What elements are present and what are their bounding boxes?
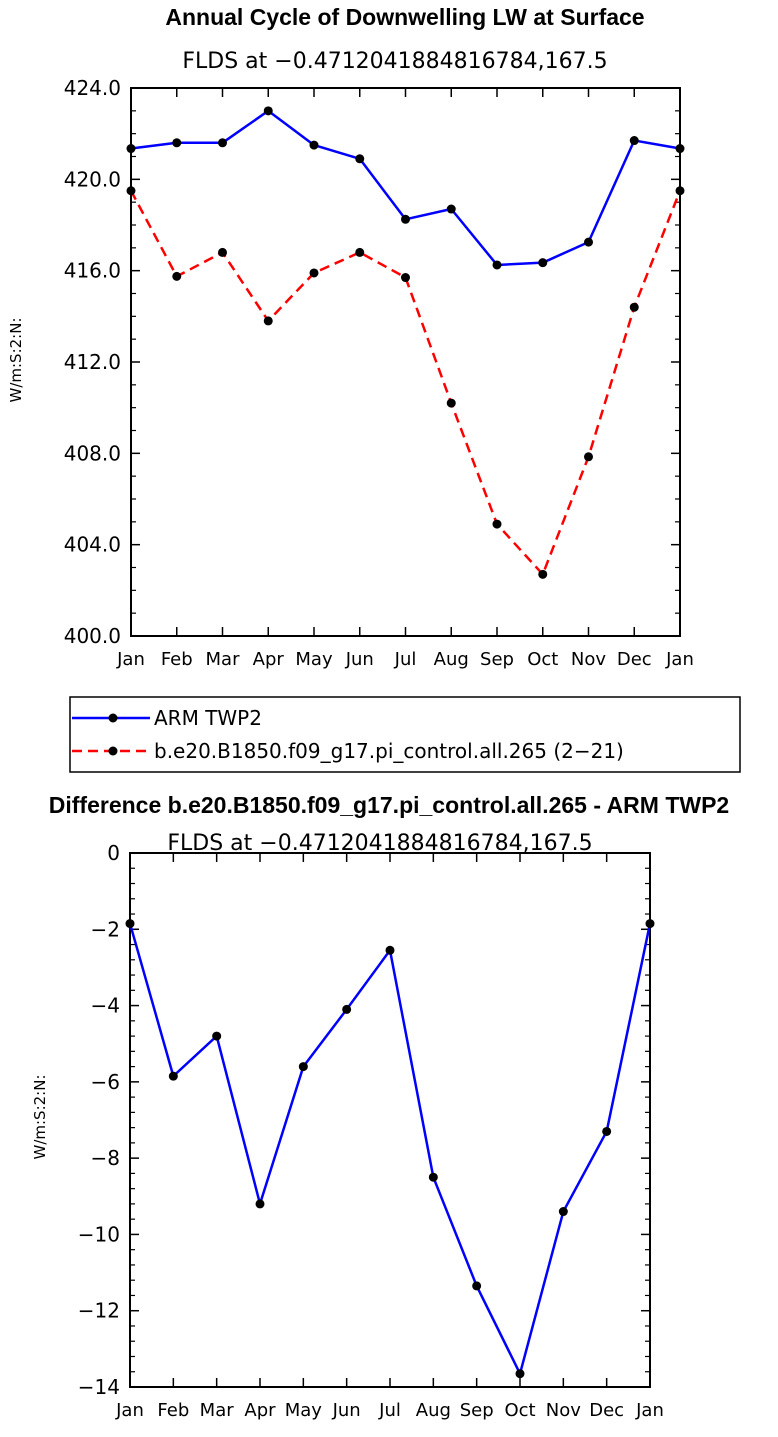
bottom-xtick-label: Jan bbox=[635, 1400, 664, 1421]
top-series-1-point bbox=[538, 569, 548, 579]
top-xtick-label: Jan bbox=[665, 649, 694, 670]
bottom-series-0-point bbox=[602, 1126, 612, 1136]
top-series-0-point bbox=[126, 144, 136, 154]
bottom-series-0-point bbox=[125, 919, 135, 929]
legend-label-model: b.e20.B1850.f09_g17.pi_control.all.265 (… bbox=[154, 739, 624, 763]
bottom-ytick-label: −12 bbox=[78, 1299, 120, 1323]
bottom-ytick-label: −2 bbox=[91, 917, 120, 941]
top-ytick-label: 424.0 bbox=[64, 76, 121, 100]
bottom-xtick-label: Mar bbox=[200, 1400, 235, 1421]
top-ytick-label: 420.0 bbox=[64, 167, 121, 191]
legend-box bbox=[69, 696, 741, 773]
bottom-ytick-label: −10 bbox=[78, 1222, 120, 1246]
top-xtick-label: Mar bbox=[206, 649, 241, 670]
bottom-chart-subtitle: FLDS at −0.4712041884816784,167.5 bbox=[167, 831, 592, 856]
top-series-0-point bbox=[263, 106, 273, 116]
top-series-1-point bbox=[492, 519, 502, 529]
bottom-series-0-point bbox=[298, 1062, 308, 1072]
top-xtick-label: May bbox=[295, 649, 333, 670]
bottom-ytick-label: −14 bbox=[78, 1375, 120, 1399]
top-series-1-point bbox=[172, 271, 182, 281]
top-series-0-point bbox=[309, 140, 319, 150]
bottom-xtick-label: Jul bbox=[378, 1400, 401, 1421]
bottom-xtick-label: May bbox=[285, 1400, 323, 1421]
legend: ARM TWP2 b.e20.B1850.f09_g17.pi_control.… bbox=[69, 696, 741, 773]
bottom-chart-title: Difference b.e20.B1850.f09_g17.pi_contro… bbox=[49, 792, 729, 818]
bottom-series-0-point bbox=[168, 1071, 178, 1081]
legend-label-arm: ARM TWP2 bbox=[154, 706, 262, 730]
top-series-1-point bbox=[263, 316, 273, 326]
top-series-1-point bbox=[584, 452, 593, 462]
bottom-series-0-point bbox=[385, 945, 395, 955]
top-xtick-label: Oct bbox=[527, 649, 558, 670]
top-series-1-point bbox=[446, 398, 456, 408]
bottom-xtick-label: Feb bbox=[157, 1400, 189, 1421]
top-xtick-label: Aug bbox=[434, 649, 469, 670]
top-series-1-point bbox=[218, 247, 227, 257]
top-series-0-point bbox=[172, 138, 182, 148]
top-plot-frame bbox=[130, 87, 681, 637]
legend-marker-arm bbox=[108, 713, 118, 723]
bottom-ytick-label: 0 bbox=[107, 841, 120, 865]
top-series-0-point bbox=[584, 237, 593, 247]
top-series-0-point bbox=[401, 214, 410, 224]
top-ytick-label: 412.0 bbox=[64, 350, 121, 374]
bottom-series-0-point bbox=[515, 1369, 525, 1379]
top-xtick-label: Jun bbox=[345, 649, 374, 670]
top-series-line-0 bbox=[130, 109, 681, 267]
legend-marker-model bbox=[108, 746, 118, 756]
top-series-1-point bbox=[309, 268, 319, 278]
top-series-1-point bbox=[126, 186, 136, 196]
top-series-0-point bbox=[538, 258, 548, 268]
top-chart-subtitle: FLDS at −0.4712041884816784,167.5 bbox=[182, 49, 607, 74]
bottom-xtick-label: Nov bbox=[546, 1400, 581, 1421]
bottom-plot-frame bbox=[129, 852, 651, 1388]
bottom-series-0-point bbox=[212, 1031, 222, 1041]
bottom-xtick-label: Sep bbox=[460, 1400, 494, 1421]
bottom-series-0-point bbox=[472, 1281, 482, 1291]
bottom-series-0-point bbox=[558, 1207, 568, 1217]
top-series-0-point bbox=[675, 144, 685, 154]
top-series-1-point bbox=[355, 247, 365, 257]
top-chart-title: Annual Cycle of Downwelling LW at Surfac… bbox=[165, 4, 644, 30]
bottom-xtick-label: Jun bbox=[332, 1400, 361, 1421]
top-series-0-point bbox=[446, 204, 456, 214]
top-series-0-point bbox=[492, 260, 502, 270]
top-xtick-label: Jan bbox=[116, 649, 145, 670]
bottom-ytick-label: −6 bbox=[91, 1070, 120, 1094]
bottom-series-0-point bbox=[428, 1172, 438, 1182]
top-series-line-1 bbox=[129, 190, 682, 576]
bottom-xtick-label: Dec bbox=[589, 1400, 624, 1421]
top-xtick-label: Feb bbox=[161, 649, 193, 670]
bottom-xtick-label: Jan bbox=[115, 1400, 144, 1421]
top-ytick-label: 404.0 bbox=[64, 533, 121, 557]
top-series-1-point bbox=[675, 186, 685, 196]
top-series-1-point bbox=[401, 273, 410, 283]
top-ytick-label: 400.0 bbox=[64, 624, 121, 648]
bottom-xtick-label: Apr bbox=[244, 1400, 276, 1421]
bottom-xtick-label: Oct bbox=[504, 1400, 535, 1421]
bottom-series-line-0 bbox=[128, 923, 652, 1375]
top-xtick-label: Apr bbox=[253, 649, 285, 670]
top-ytick-label: 416.0 bbox=[64, 259, 121, 283]
top-xtick-label: Dec bbox=[617, 649, 652, 670]
top-series-0-point bbox=[629, 136, 639, 146]
top-series-0-point bbox=[218, 138, 227, 148]
bottom-ytick-label: −4 bbox=[91, 994, 120, 1018]
top-series-1-point bbox=[629, 302, 639, 312]
bottom-series-0-point bbox=[342, 1004, 352, 1014]
top-xtick-label: Sep bbox=[480, 649, 514, 670]
top-xtick-label: Nov bbox=[571, 649, 606, 670]
bottom-series-0-point bbox=[645, 919, 655, 929]
top-series-0-point bbox=[355, 154, 365, 164]
bottom-ytick-label: −8 bbox=[91, 1146, 120, 1170]
top-xtick-label: Jul bbox=[394, 649, 417, 670]
bottom-chart-ylabel: W/m:S:2:N: bbox=[31, 1075, 49, 1160]
bottom-xtick-label: Aug bbox=[416, 1400, 451, 1421]
top-ytick-label: 408.0 bbox=[64, 441, 121, 465]
bottom-series-0-point bbox=[255, 1199, 265, 1209]
top-chart-ylabel: W/m:S:2:N: bbox=[7, 318, 25, 403]
